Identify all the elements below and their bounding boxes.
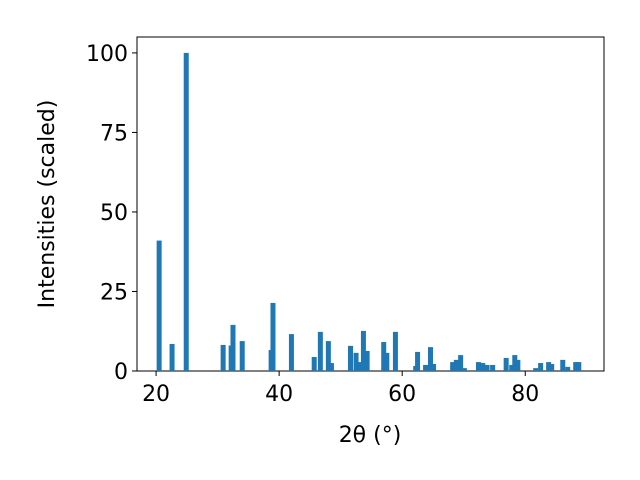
bar (427, 347, 433, 371)
bar (461, 368, 467, 371)
bar (220, 344, 226, 371)
bar (431, 364, 437, 371)
bar (458, 355, 464, 371)
bar (576, 362, 582, 371)
bar (311, 357, 317, 371)
y-axis-label: Intensities (scaled) (35, 100, 60, 309)
x-tick-label: 60 (388, 382, 416, 407)
bar (381, 342, 387, 371)
bar (353, 352, 359, 371)
bar (509, 364, 515, 371)
bar (538, 363, 544, 371)
bar (480, 363, 486, 371)
bar (156, 240, 162, 371)
bar (325, 341, 331, 371)
y-tick-label: 50 (100, 201, 128, 226)
x-tick-label: 40 (265, 382, 293, 407)
bar (288, 334, 294, 371)
bar (392, 331, 398, 371)
bar (565, 366, 571, 371)
bar (364, 350, 370, 371)
bar (475, 362, 481, 371)
y-tick-label: 0 (114, 360, 128, 385)
bar (450, 362, 456, 371)
y-tick-label: 100 (86, 42, 128, 67)
bar (573, 362, 579, 371)
bar (415, 351, 421, 371)
plot-frame (136, 36, 605, 372)
bar (239, 341, 245, 371)
bar (360, 330, 366, 371)
bar (546, 362, 552, 371)
bar (533, 368, 539, 371)
bar (230, 324, 236, 371)
bar (515, 359, 521, 371)
bar (453, 359, 459, 371)
bar (348, 345, 354, 371)
x-tick-label: 80 (511, 382, 539, 407)
bar (512, 355, 518, 371)
y-tick-label: 75 (100, 121, 128, 146)
bar (484, 364, 490, 371)
bar (503, 357, 509, 371)
bar (317, 331, 323, 371)
bar (328, 363, 334, 371)
bar (549, 364, 555, 371)
bar (384, 352, 390, 371)
x-tick-label: 20 (142, 382, 170, 407)
bar (169, 343, 175, 371)
y-tick-label: 25 (100, 280, 128, 305)
bar (560, 359, 566, 371)
bar (270, 302, 276, 371)
bar (183, 52, 189, 372)
bar (490, 364, 496, 371)
bar (423, 364, 429, 371)
x-axis-label: 2θ (°) (339, 423, 402, 448)
